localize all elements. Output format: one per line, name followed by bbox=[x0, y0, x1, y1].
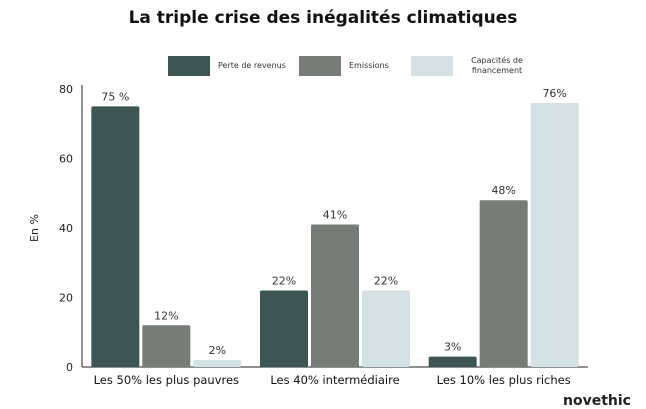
brand-logo: novethic bbox=[563, 393, 631, 409]
legend-item-perte: Perte de revenus bbox=[168, 56, 286, 76]
bar-1-2 bbox=[362, 290, 410, 367]
legend-label-capacites: Capacités de financement bbox=[471, 56, 523, 75]
x-category-label-2: Les 10% les plus riches bbox=[437, 373, 571, 387]
data-label-1-2: 22% bbox=[374, 275, 398, 288]
legend-item-capacites: Capacités de financement bbox=[411, 56, 533, 76]
legend-swatch-perte bbox=[168, 56, 210, 76]
data-label-1-0: 22% bbox=[272, 275, 296, 288]
bar-2-1 bbox=[479, 200, 528, 367]
bar-layer bbox=[91, 102, 579, 368]
y-tick-label: 20 bbox=[59, 292, 73, 305]
y-tick-label: 80 bbox=[59, 83, 73, 96]
data-label-2-0: 3% bbox=[444, 341, 461, 354]
legend: Perte de revenus Emissions Capacités de … bbox=[0, 0, 646, 90]
data-label-0-1: 12% bbox=[154, 309, 178, 322]
bar-1-0 bbox=[260, 290, 308, 367]
data-label-0-0: 75 % bbox=[101, 90, 129, 103]
legend-label-emissions: Emissions bbox=[349, 61, 389, 70]
data-label-2-1: 48% bbox=[491, 184, 515, 197]
y-axis-label: En % bbox=[28, 214, 41, 242]
x-category-label-0: Les 50% les plus pauvres bbox=[94, 373, 239, 387]
bar-0-2 bbox=[193, 360, 242, 367]
bar-2-2 bbox=[530, 102, 579, 368]
data-label-2-2: 76% bbox=[542, 87, 566, 100]
data-label-0-2: 2% bbox=[209, 344, 226, 357]
bar-0-0 bbox=[91, 106, 140, 367]
bar-1-1 bbox=[311, 224, 359, 367]
bar-0-1 bbox=[142, 325, 191, 367]
legend-label-perte: Perte de revenus bbox=[218, 61, 286, 70]
x-category-label-1: Les 40% intermédiaire bbox=[270, 373, 399, 387]
data-label-1-1: 41% bbox=[323, 209, 347, 222]
bar-2-0 bbox=[428, 356, 477, 367]
y-tick-label: 40 bbox=[59, 222, 73, 235]
label-layer: 75 % 12% 2% Les 50% les plus pauvres 22% 41% 2… bbox=[94, 87, 571, 387]
legend-item-emissions: Emissions bbox=[299, 56, 389, 76]
legend-swatch-emissions bbox=[299, 56, 341, 76]
legend-swatch-capacites bbox=[411, 56, 453, 76]
chart-title: La triple crise des inégalités climatiqu… bbox=[128, 8, 518, 28]
y-tick-label: 0 bbox=[66, 361, 73, 374]
y-tick-label: 60 bbox=[59, 153, 73, 166]
